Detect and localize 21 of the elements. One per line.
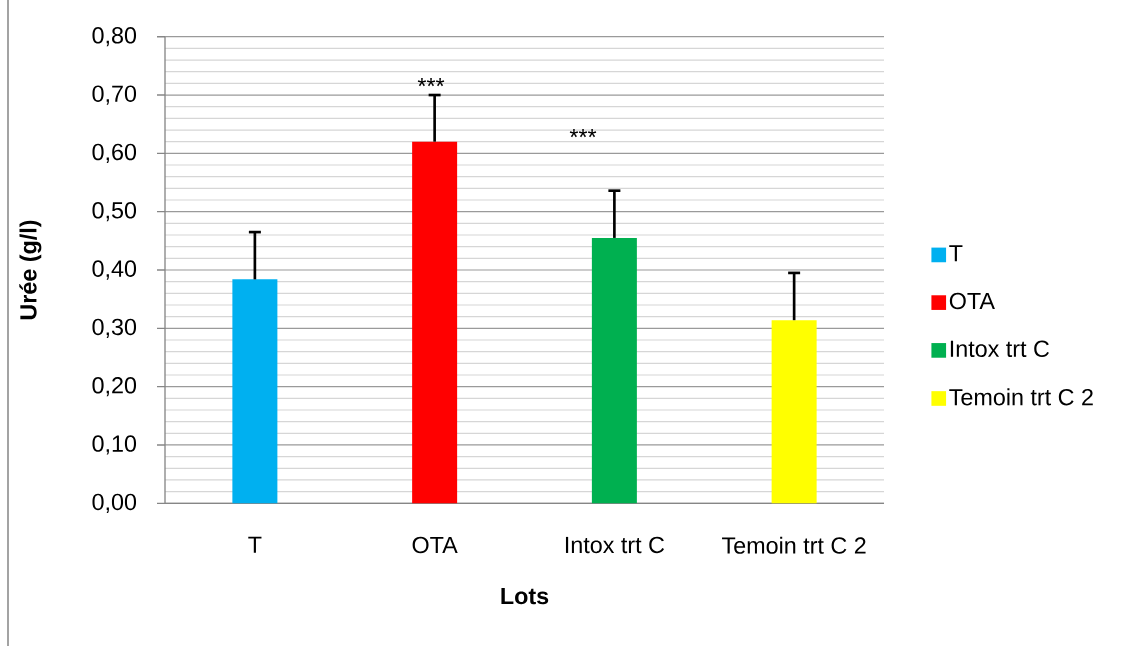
annotation: *** [569, 128, 597, 138]
legend-label: T [949, 245, 963, 262]
y-tick-label: 0,30 [92, 318, 137, 338]
x-tick-label: T [248, 536, 262, 553]
y-tick-label: 0,50 [92, 202, 137, 222]
legend-label: OTA [949, 292, 995, 310]
y-tick-label: 0,80 [92, 27, 137, 47]
legend-label: Intox trt C [950, 340, 1049, 358]
y-tick-label: 0,40 [92, 260, 137, 280]
x-axis-title: Lots [501, 588, 549, 605]
y-tick-label: 0,70 [92, 85, 137, 105]
y-tick-label: 0,10 [92, 435, 137, 455]
x-tick-label: OTA [412, 536, 458, 554]
x-tick-label: Intox trt C [565, 536, 665, 554]
y-tick-label: 0,00 [92, 493, 137, 513]
x-tick-label: Temoin trt C 2 [722, 536, 866, 554]
y-tick-label: 0,60 [92, 143, 137, 163]
legend-label: Temoin trt C 2 [949, 388, 1093, 406]
y-tick-label: 0,20 [92, 377, 137, 397]
y-axis-title: Urée (g/l) [19, 220, 42, 320]
annotation: *** [417, 77, 445, 87]
